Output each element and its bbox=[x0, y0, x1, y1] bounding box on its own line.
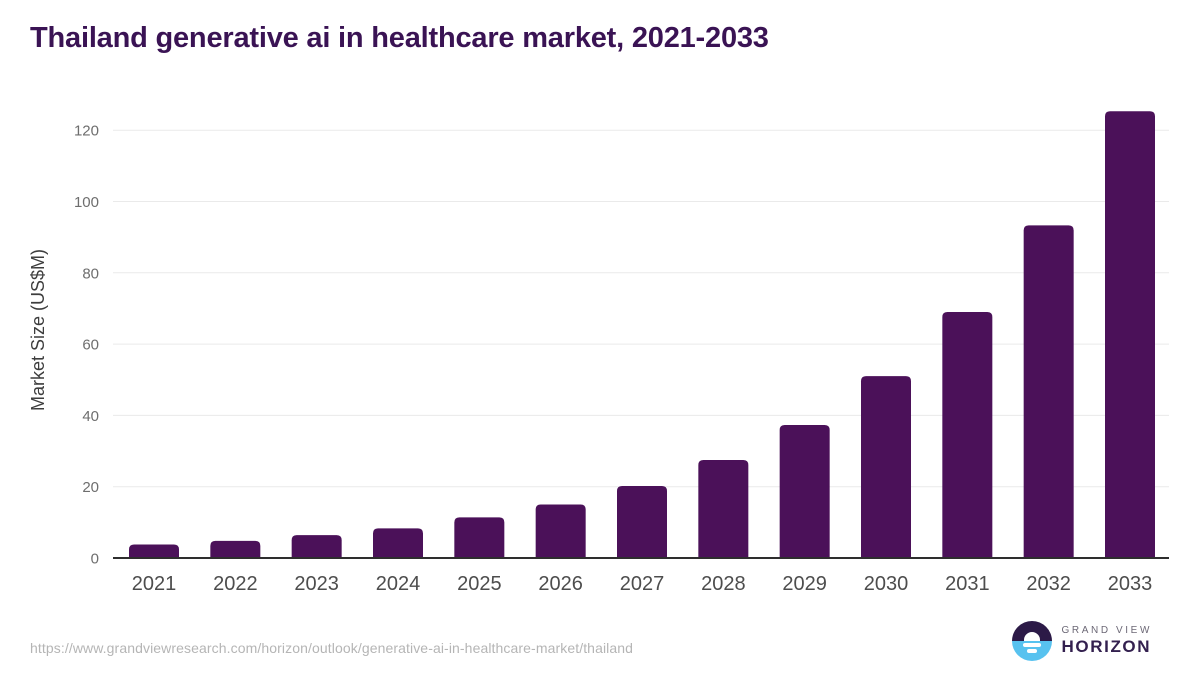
icon-top-half bbox=[1011, 621, 1052, 641]
x-tick-label-2032: 2032 bbox=[1026, 573, 1071, 595]
x-tick-label-2027: 2027 bbox=[620, 573, 665, 595]
x-tick-label-2026: 2026 bbox=[538, 573, 583, 595]
bar-2022 bbox=[210, 540, 261, 558]
icon-reflection-bar-1 bbox=[1022, 643, 1041, 647]
y-tick-label-40: 40 bbox=[82, 408, 99, 425]
bar-2026 bbox=[535, 504, 586, 558]
y-tick-label-60: 60 bbox=[82, 337, 99, 354]
x-tick-label-2030: 2030 bbox=[864, 573, 909, 595]
bar-2027 bbox=[617, 485, 667, 558]
x-tick-label-2025: 2025 bbox=[457, 573, 502, 595]
y-tick-label-100: 100 bbox=[74, 194, 99, 211]
bar-2028 bbox=[698, 459, 749, 558]
logo-brand-line: GRAND VIEW bbox=[1061, 624, 1152, 636]
bar-2024 bbox=[373, 528, 423, 558]
bar-2032 bbox=[1023, 225, 1074, 558]
source-url: https://www.grandviewresearch.com/horizo… bbox=[30, 640, 634, 656]
bar-2030 bbox=[861, 376, 911, 558]
logo-text: GRAND VIEW HORIZON bbox=[1062, 625, 1152, 657]
grandview-horizon-logo: GRAND VIEW HORIZON bbox=[1011, 620, 1152, 662]
x-tick-label-2023: 2023 bbox=[294, 573, 339, 595]
bar-2023 bbox=[291, 535, 342, 558]
y-tick-label-0: 0 bbox=[91, 551, 99, 568]
x-tick-label-2029: 2029 bbox=[782, 573, 827, 595]
bar-2031 bbox=[942, 312, 993, 558]
x-tick-label-2033: 2033 bbox=[1108, 573, 1153, 595]
x-tick-label-2031: 2031 bbox=[945, 573, 990, 595]
icon-reflection-bar-2 bbox=[1026, 649, 1037, 653]
y-axis-title: Market Size (US$M) bbox=[28, 249, 48, 411]
footer: https://www.grandviewresearch.com/horizo… bbox=[0, 613, 1200, 675]
horizon-sunrise-icon bbox=[1011, 621, 1052, 661]
x-tick-label-2021: 2021 bbox=[132, 573, 177, 595]
icon-sun-dome bbox=[1023, 632, 1040, 641]
x-tick-label-2024: 2024 bbox=[376, 573, 421, 595]
bar-2021 bbox=[129, 544, 179, 558]
y-tick-label-80: 80 bbox=[82, 265, 99, 282]
bar-2033 bbox=[1105, 111, 1155, 559]
bar-chart: 0 20 40 60 80 100 120 Market Size (US$M) 2021 202… bbox=[28, 111, 1169, 595]
bar-2025 bbox=[454, 517, 505, 558]
x-tick-label-2028: 2028 bbox=[701, 573, 746, 595]
x-tick-label-2022: 2022 bbox=[213, 573, 258, 595]
chart-title: Thailand generative ai in healthcare mar… bbox=[30, 22, 769, 54]
y-tick-label-120: 120 bbox=[74, 123, 99, 140]
bar-2029 bbox=[779, 425, 830, 558]
y-tick-label-20: 20 bbox=[82, 479, 99, 496]
logo-product-line: HORIZON bbox=[1061, 637, 1152, 657]
